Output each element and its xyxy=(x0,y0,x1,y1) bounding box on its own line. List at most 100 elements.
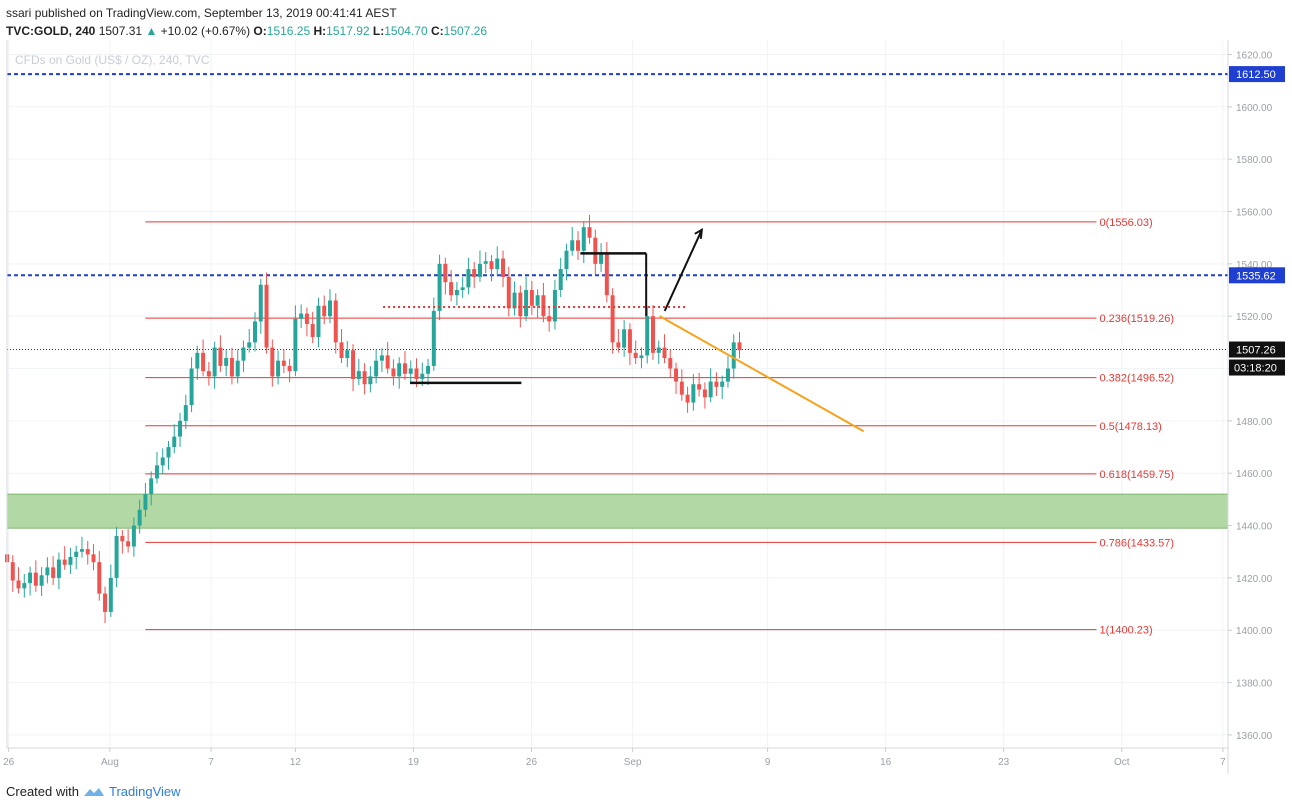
candle-body xyxy=(645,316,650,356)
candle-body xyxy=(633,352,638,359)
candle-body xyxy=(379,355,384,361)
candle-body xyxy=(235,360,240,377)
candle-body xyxy=(97,562,102,594)
up-arrow-icon: ▲ xyxy=(145,24,158,38)
candle-body xyxy=(178,420,183,437)
chart-header: ssari published on TradingView.com, Sept… xyxy=(6,4,487,40)
candle-body xyxy=(552,290,557,322)
candle-body xyxy=(368,376,373,385)
high-value: 1517.92 xyxy=(326,24,370,38)
tradingview-brand[interactable]: TradingView xyxy=(108,784,181,799)
descending-trendline xyxy=(659,315,865,433)
footer: Created with TradingView xyxy=(6,784,181,799)
candle-body xyxy=(74,551,79,557)
fib-level-label: 0(1556.03) xyxy=(1099,217,1152,229)
candle-body xyxy=(299,313,304,319)
open-value: 1516.25 xyxy=(266,24,311,38)
candle-body xyxy=(270,347,275,377)
candle-body xyxy=(408,368,413,374)
candle-body xyxy=(477,263,482,277)
candle-body xyxy=(316,305,321,338)
candle-body xyxy=(414,368,419,379)
fib-level-label: 0.786(1433.57) xyxy=(1099,537,1174,549)
candle-body xyxy=(229,358,234,377)
created-with-text: Created with xyxy=(6,784,79,799)
price-tags: 1612.50 1535.62 1507.26 03:18:20 xyxy=(1229,66,1285,376)
candle-body xyxy=(431,310,436,366)
candle-body xyxy=(39,575,44,586)
candle-body xyxy=(518,292,523,317)
support-zone-rect xyxy=(6,493,1229,529)
price-axis-tick-label: 1580.00 xyxy=(1236,155,1273,166)
candle-body xyxy=(639,355,644,359)
candle-body xyxy=(126,541,131,547)
candle-body xyxy=(108,577,113,612)
candle-body xyxy=(327,300,332,317)
candle-body xyxy=(691,384,696,403)
candle-body xyxy=(362,371,367,385)
candle-body xyxy=(322,305,327,317)
candle-body xyxy=(420,373,425,379)
candle-body xyxy=(339,342,344,359)
price-axis-tick-label: 1620.00 xyxy=(1236,50,1273,61)
candle-body xyxy=(725,368,730,382)
chart-axes: 1360.00 1380.00 1400.00 1420.00 1440.00 1460.… xyxy=(3,40,1273,774)
candle-body xyxy=(183,405,188,421)
candle-body xyxy=(166,447,171,458)
time-axis-tick-label: 26 xyxy=(3,757,15,768)
candle-body xyxy=(85,549,90,555)
high-label: H: xyxy=(313,24,327,38)
chart-grid xyxy=(7,40,1228,748)
price-axis-tick-label: 1600.00 xyxy=(1236,103,1273,114)
time-axis-tick-label: 12 xyxy=(290,757,302,768)
candle-body xyxy=(356,371,361,379)
candle-body xyxy=(103,593,108,612)
low-label: L: xyxy=(372,24,385,38)
rally-arrow-line xyxy=(663,229,703,312)
author-name[interactable]: ssari xyxy=(6,6,32,20)
price-axis-tick-label: 1480.00 xyxy=(1236,417,1273,428)
candle-body xyxy=(172,436,177,448)
candle-body xyxy=(529,290,534,306)
candle-body xyxy=(489,261,494,270)
candle-body xyxy=(576,240,581,251)
price-tag-bg xyxy=(1229,267,1285,284)
time-axis-tick-label: Aug xyxy=(101,757,119,768)
fib-level-label: 0.618(1459.75) xyxy=(1099,469,1174,481)
candle-body xyxy=(662,347,667,359)
candle-body xyxy=(287,365,292,372)
candle-body xyxy=(495,258,500,270)
support-zone xyxy=(6,493,1229,529)
rally-arrowhead-icon xyxy=(694,227,704,239)
open-label: O: xyxy=(253,24,267,38)
candle-body xyxy=(668,358,673,369)
candle-body xyxy=(293,318,298,372)
price-tag-bg xyxy=(1229,66,1285,83)
candle-body xyxy=(333,300,338,343)
candle-body xyxy=(524,290,529,317)
horizontal-line-price-tag: 1535.62 xyxy=(1236,270,1276,282)
candle-body xyxy=(731,342,736,369)
price-axis-tick-label: 1540.00 xyxy=(1236,260,1273,271)
candle-body xyxy=(51,567,56,578)
candle-body xyxy=(501,258,506,277)
candle-body xyxy=(310,324,315,338)
candle-body xyxy=(258,284,263,322)
candle-body xyxy=(547,316,552,322)
candle-body xyxy=(206,371,211,377)
candle-body xyxy=(218,347,223,366)
candle-body xyxy=(714,381,719,387)
time-axis-tick-label: Oct xyxy=(1114,757,1130,768)
candle-body xyxy=(570,240,575,251)
low-value: 1504.70 xyxy=(384,24,428,38)
candle-body xyxy=(79,549,84,552)
fib-level-label: 0.236(1519.26) xyxy=(1099,313,1174,325)
candle-body xyxy=(68,556,73,565)
candle-body xyxy=(345,350,350,359)
candle-body xyxy=(650,316,655,353)
candle-body xyxy=(397,363,402,377)
candle-body xyxy=(593,237,598,264)
price-axis-tick-label: 1360.00 xyxy=(1236,731,1273,742)
publish-line: ssari published on TradingView.com, Sept… xyxy=(6,4,487,22)
